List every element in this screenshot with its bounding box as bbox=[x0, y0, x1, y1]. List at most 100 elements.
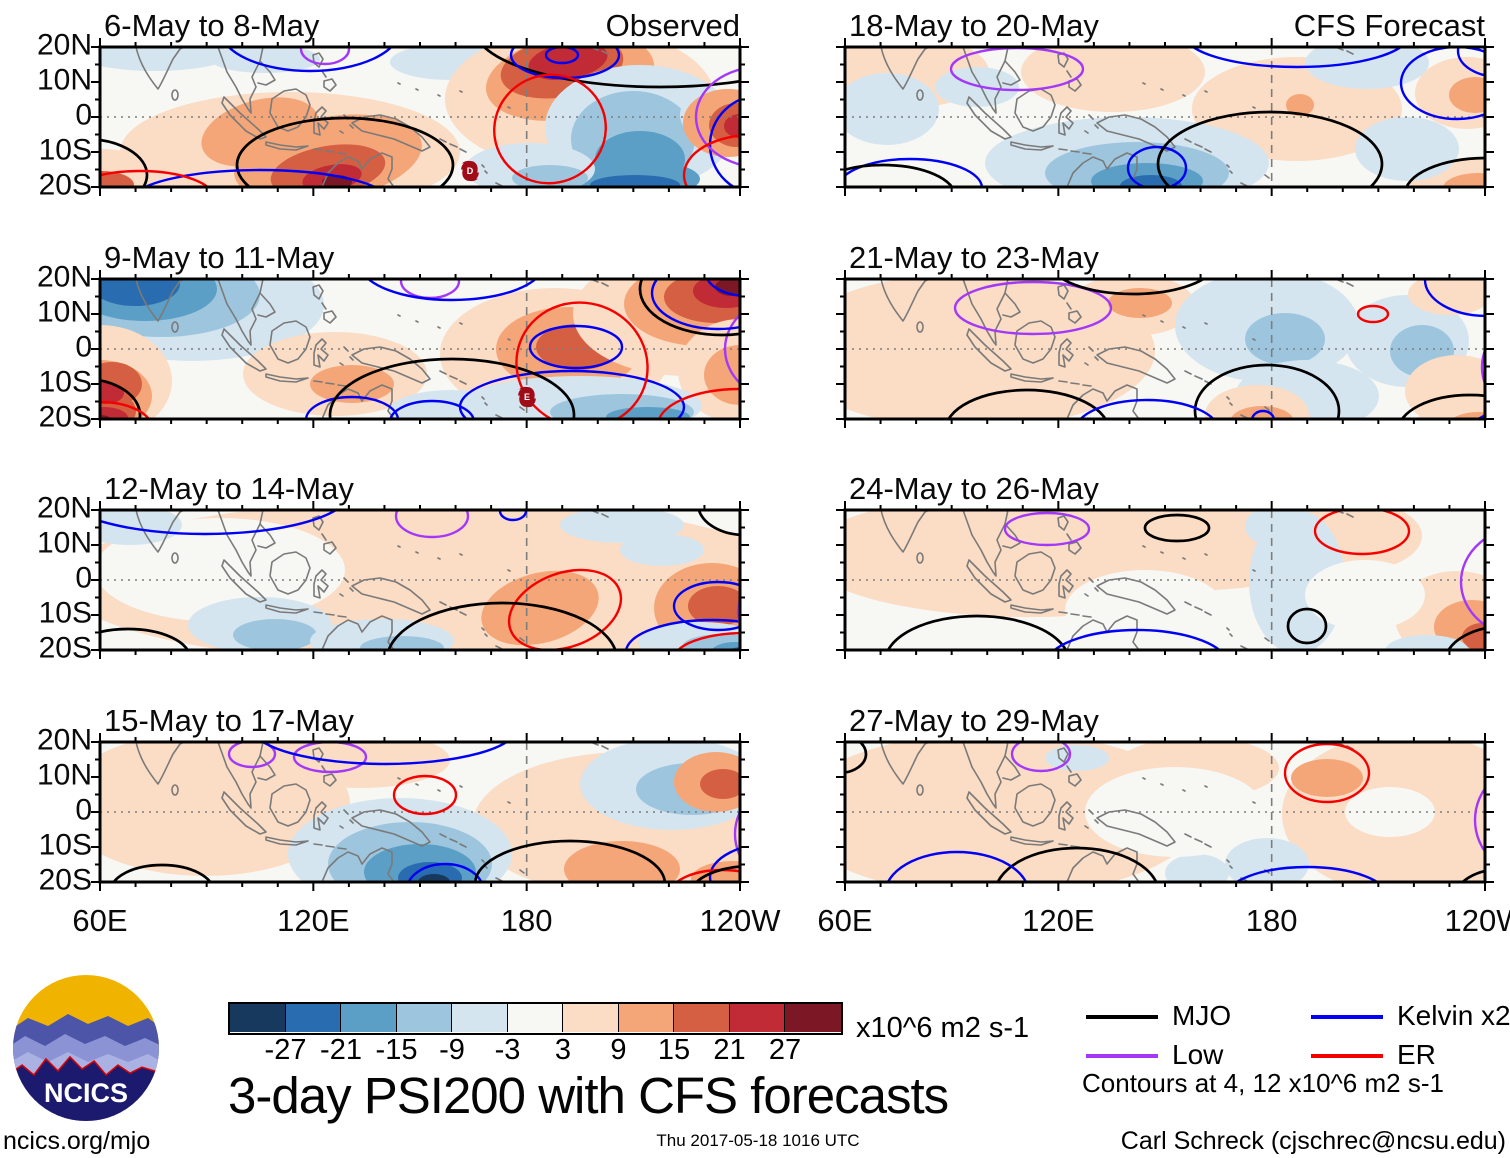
map-content bbox=[100, 742, 740, 882]
x-axis-label: 60E bbox=[72, 903, 128, 938]
mjo-contour bbox=[638, 279, 740, 337]
y-axis-label: 20N bbox=[36, 723, 92, 757]
anomaly-fill bbox=[1385, 635, 1469, 650]
er-contour bbox=[682, 134, 740, 187]
colorbar-tick-label: 9 bbox=[610, 1034, 627, 1066]
colorbar-cell bbox=[785, 1004, 841, 1032]
kelvin-contour bbox=[1078, 398, 1216, 419]
panel-title: 21-May to 23-May bbox=[849, 240, 1099, 275]
y-axis-label: 20S bbox=[38, 168, 92, 202]
low-contour bbox=[745, 137, 750, 198]
axis-ticks bbox=[836, 38, 1494, 196]
colorbar-tick-label: 3 bbox=[554, 1034, 572, 1066]
low-contour bbox=[292, 742, 368, 774]
mjo-contour bbox=[328, 357, 576, 419]
anomaly-fill bbox=[1305, 47, 1429, 89]
kelvin-contour bbox=[407, 862, 483, 882]
kelvin-contour bbox=[708, 847, 740, 882]
er-contour bbox=[493, 73, 607, 185]
mjo-contour bbox=[1400, 393, 1485, 419]
map-panel-2 bbox=[91, 501, 749, 659]
anomaly-fill bbox=[1345, 787, 1435, 837]
anomaly-fill bbox=[606, 407, 690, 419]
y-axis-label: 0 bbox=[75, 561, 92, 595]
legend-line-low bbox=[1086, 1054, 1158, 1058]
axis-ticks bbox=[91, 38, 749, 196]
footer-author: Carl Schreck (cjschrec@ncsu.edu) bbox=[1120, 1127, 1506, 1155]
x-axis-label: 180 bbox=[500, 903, 553, 938]
cyclone-marker: E bbox=[518, 386, 536, 408]
kelvin-contour bbox=[1191, 47, 1403, 69]
ncics-logo: NCICS bbox=[13, 975, 159, 1121]
anomaly-fill bbox=[1165, 854, 1229, 882]
column-label: Observed bbox=[605, 8, 740, 43]
anomaly-fill bbox=[1449, 77, 1485, 113]
low-contour bbox=[1480, 347, 1485, 387]
colorbar-tick-label: 15 bbox=[657, 1034, 691, 1066]
er-contour bbox=[100, 169, 210, 187]
y-axis-label: 20N bbox=[36, 260, 92, 294]
y-axis-label: 0 bbox=[75, 793, 92, 827]
colorbar-tick-label: 21 bbox=[713, 1034, 746, 1066]
map-panel-7 bbox=[836, 733, 1494, 891]
kelvin-contour bbox=[528, 324, 624, 370]
kelvin-contour bbox=[1456, 47, 1485, 77]
kelvin-contour bbox=[650, 279, 740, 331]
map-content: D bbox=[100, 47, 750, 198]
colorbar-tick-label: -21 bbox=[320, 1034, 362, 1066]
y-axis-label: 10N bbox=[36, 295, 92, 329]
legend-label: MJO bbox=[1172, 1000, 1232, 1031]
low-contour bbox=[394, 510, 470, 539]
anomaly-fill bbox=[1443, 173, 1485, 187]
kelvin-contour bbox=[1399, 47, 1485, 121]
colorbar-tick-label: -27 bbox=[264, 1034, 307, 1066]
low-contour bbox=[736, 596, 740, 628]
axis-ticks bbox=[91, 270, 749, 428]
x-axis-label: 120W bbox=[699, 903, 781, 938]
low-contour bbox=[299, 47, 351, 66]
footer-link[interactable]: ncics.org/mjo bbox=[3, 1127, 151, 1155]
y-axis-label: 10S bbox=[38, 365, 92, 399]
y-axis-label: 10S bbox=[38, 596, 92, 630]
mjo-contour bbox=[112, 863, 212, 882]
axis-ticks bbox=[91, 733, 749, 891]
colorbar-cell bbox=[452, 1004, 508, 1032]
mjo-contour bbox=[996, 846, 1158, 882]
mjo-contour bbox=[100, 379, 142, 419]
anomaly-fill bbox=[1291, 759, 1363, 797]
y-axis-label: 10N bbox=[36, 758, 92, 792]
map-content bbox=[100, 510, 740, 650]
anomaly-fill bbox=[845, 742, 1202, 882]
y-axis-label: 0 bbox=[75, 98, 92, 132]
footer-timestamp: Thu 2017-05-18 1016 UTC bbox=[656, 1131, 860, 1150]
anomaly-fill bbox=[688, 586, 740, 626]
colorbar-cell bbox=[618, 1004, 674, 1032]
er-contour bbox=[507, 568, 623, 650]
y-axis-label: 10N bbox=[36, 63, 92, 97]
colorbar-frame bbox=[227, 1001, 843, 1035]
colorbar-unit: x10^6 m2 s-1 bbox=[856, 1012, 1030, 1044]
legend-label: Kelvin x2 bbox=[1397, 1000, 1510, 1031]
map-panel-1: E bbox=[91, 270, 749, 428]
anomaly-fill bbox=[724, 114, 740, 138]
colorbar-cell bbox=[396, 1004, 452, 1032]
low-contour bbox=[953, 280, 1113, 336]
colorbar-tick-label: 27 bbox=[768, 1034, 802, 1066]
anomaly-fill bbox=[590, 175, 680, 187]
map-content bbox=[845, 742, 1485, 882]
kelvin-contour bbox=[1234, 865, 1380, 882]
anomaly-fill bbox=[1021, 47, 1205, 112]
colorbar-cell bbox=[507, 1004, 563, 1032]
low-contour bbox=[1459, 537, 1485, 627]
colorbar-cell bbox=[729, 1004, 785, 1032]
er-contour bbox=[392, 774, 458, 816]
axis-ticks bbox=[836, 501, 1494, 659]
anomaly-fill bbox=[700, 769, 740, 799]
legend-label: Low bbox=[1172, 1039, 1224, 1070]
anomaly-fill bbox=[1230, 406, 1294, 419]
x-axis-label: 120W bbox=[1444, 903, 1510, 938]
x-axis-label: 120E bbox=[277, 903, 350, 938]
anomaly-fill bbox=[935, 67, 1019, 107]
mjo-contour bbox=[886, 614, 1068, 650]
anomaly-fill bbox=[360, 636, 444, 650]
